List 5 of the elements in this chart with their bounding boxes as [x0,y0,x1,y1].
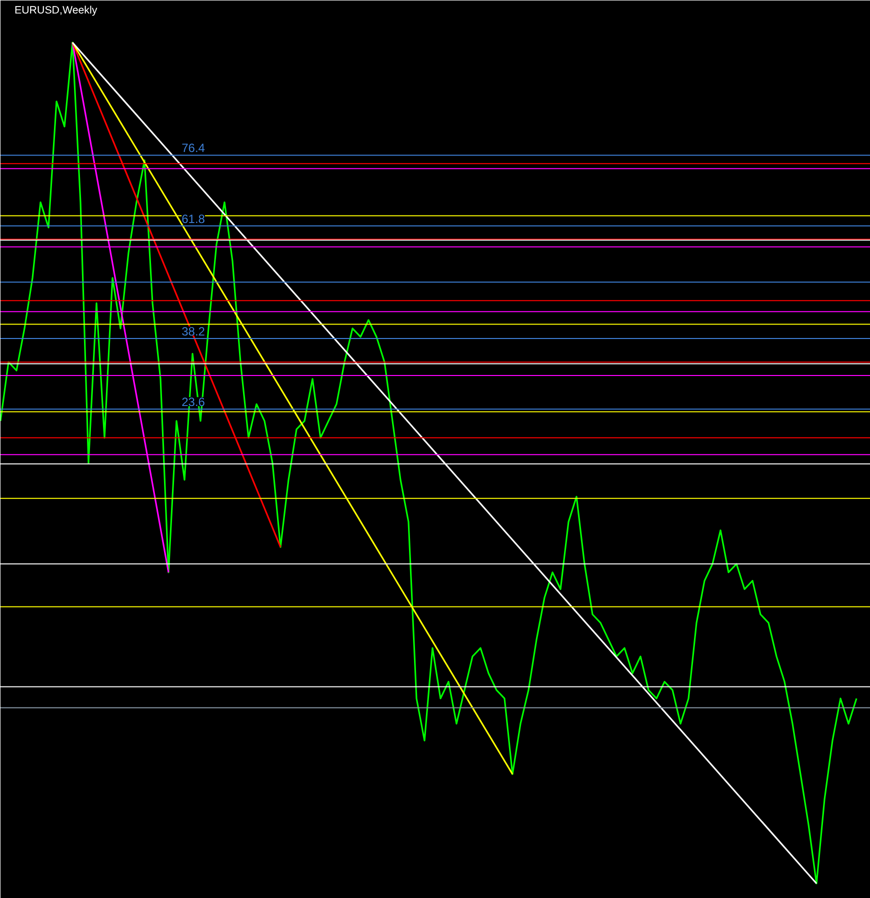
annotation: 61.8 [182,212,206,226]
annotation: 23.6 [182,395,206,410]
annotation: 38.2 [182,324,206,339]
chart-title: EURUSD,Weekly [14,4,98,16]
annotation: 76.4 [182,141,206,156]
